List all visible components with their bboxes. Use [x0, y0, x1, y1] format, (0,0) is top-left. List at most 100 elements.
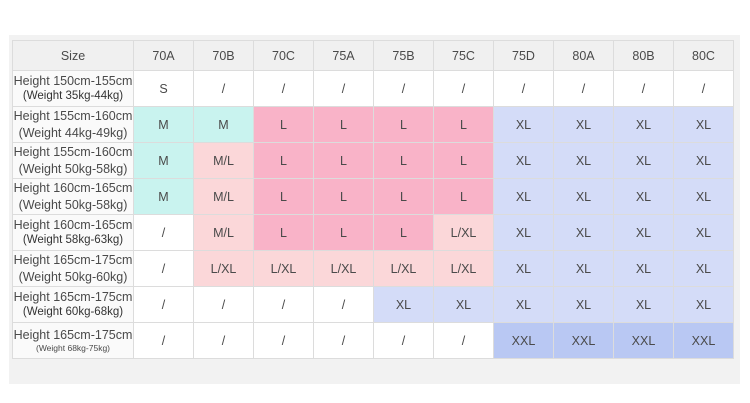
size-cell: XL — [554, 251, 614, 287]
size-cell: L — [254, 215, 314, 251]
table-row: Height 160cm-165cm (Weight 58kg-63kg) / M… — [12, 215, 734, 251]
size-cell: / — [194, 323, 254, 359]
size-cell: / — [254, 323, 314, 359]
size-cell: / — [314, 71, 374, 107]
size-cell: M — [134, 107, 194, 143]
size-cell: M/L — [194, 143, 254, 179]
size-cell: XL — [554, 215, 614, 251]
size-cell: XL — [374, 287, 434, 323]
size-cell: L — [434, 107, 494, 143]
size-cell: / — [494, 71, 554, 107]
size-cell: XL — [674, 287, 734, 323]
size-cell: L — [254, 143, 314, 179]
size-cell: XL — [554, 143, 614, 179]
size-cell: L — [254, 107, 314, 143]
size-cell: XL — [674, 179, 734, 215]
size-cell: / — [134, 323, 194, 359]
size-cell: XL — [674, 215, 734, 251]
size-cell: L — [434, 179, 494, 215]
size-cell: L — [314, 215, 374, 251]
column-header: 75A — [314, 40, 374, 71]
table-row: Height 165cm-175cm (Weight 68kg-75kg) / /… — [12, 323, 734, 359]
table-row: Height 160cm-165cm (Weight 50kg-58kg) M M… — [12, 179, 734, 215]
size-cell: / — [134, 215, 194, 251]
size-cell: L/XL — [194, 251, 254, 287]
size-cell: XL — [614, 215, 674, 251]
size-cell: L/XL — [254, 251, 314, 287]
size-cell: / — [614, 71, 674, 107]
size-cell: XL — [614, 287, 674, 323]
size-cell: / — [194, 71, 254, 107]
size-cell: XL — [674, 107, 734, 143]
size-cell: / — [314, 287, 374, 323]
size-cell: XL — [494, 251, 554, 287]
size-cell: XL — [494, 143, 554, 179]
size-cell: / — [434, 71, 494, 107]
size-cell: L — [434, 143, 494, 179]
size-cell: / — [314, 323, 374, 359]
size-cell: XXL — [554, 323, 614, 359]
size-cell: XL — [434, 287, 494, 323]
size-cell: L — [314, 107, 374, 143]
weight-range: (Weight 60kg-68kg) — [22, 306, 124, 319]
size-cell: L — [374, 179, 434, 215]
size-cell: XXL — [674, 323, 734, 359]
size-cell: M/L — [194, 179, 254, 215]
size-cell: XL — [614, 179, 674, 215]
weight-range: (Weight 50kg-58kg) — [18, 161, 128, 176]
size-cell: L — [374, 215, 434, 251]
height-range: Height 165cm-175cm — [13, 253, 133, 268]
size-cell: L — [314, 179, 374, 215]
column-header: 75B — [374, 40, 434, 71]
weight-range: (Weight 35kg-44kg) — [22, 90, 124, 103]
size-cell: XL — [554, 179, 614, 215]
weight-range: (Weight 68kg-75kg) — [35, 343, 111, 354]
size-cell: XL — [614, 143, 674, 179]
weight-range: (Weight 50kg-60kg) — [18, 269, 128, 284]
size-cell: L — [374, 107, 434, 143]
size-cell: L — [374, 143, 434, 179]
height-range: Height 150cm-155cm — [13, 73, 133, 88]
height-range: Height 155cm-160cm — [13, 109, 133, 124]
size-cell: XL — [674, 143, 734, 179]
size-cell: M — [134, 179, 194, 215]
size-cell: M/L — [194, 215, 254, 251]
size-cell: L/XL — [434, 251, 494, 287]
height-range: Height 160cm-165cm — [13, 217, 133, 232]
size-cell: XL — [494, 179, 554, 215]
size-header: Size — [12, 40, 134, 71]
column-header: 80C — [674, 40, 734, 71]
size-cell: XL — [674, 251, 734, 287]
row-label: Height 155cm-160cm (Weight 50kg-58kg) — [12, 143, 134, 179]
size-cell: / — [194, 287, 254, 323]
table-row: Height 165cm-175cm (Weight 60kg-68kg) / /… — [12, 287, 734, 323]
row-label: Height 165cm-175cm (Weight 50kg-60kg) — [12, 251, 134, 287]
size-cell: / — [374, 323, 434, 359]
size-cell: XXL — [614, 323, 674, 359]
size-cell: XL — [494, 287, 554, 323]
weight-range: (Weight 58kg-63kg) — [22, 234, 124, 247]
size-cell: M — [194, 107, 254, 143]
size-cell: M — [134, 143, 194, 179]
size-cell: / — [134, 251, 194, 287]
size-cell: / — [134, 287, 194, 323]
size-cell: / — [674, 71, 734, 107]
column-header: 80B — [614, 40, 674, 71]
table-row: Height 165cm-175cm (Weight 50kg-60kg) / L… — [12, 251, 734, 287]
column-header: 75C — [434, 40, 494, 71]
size-cell: / — [254, 287, 314, 323]
height-range: Height 165cm-175cm — [13, 289, 133, 304]
header-row: Size 70A 70B 70C 75A 75B 75C 75D 80A 80B… — [12, 40, 734, 71]
size-cell: XL — [614, 107, 674, 143]
row-label: Height 150cm-155cm (Weight 35kg-44kg) — [12, 71, 134, 107]
row-label: Height 160cm-165cm (Weight 50kg-58kg) — [12, 179, 134, 215]
column-header: 70B — [194, 40, 254, 71]
table-row: Height 155cm-160cm (Weight 50kg-58kg) M M… — [12, 143, 734, 179]
row-label: Height 165cm-175cm (Weight 68kg-75kg) — [12, 323, 134, 359]
size-cell: L/XL — [374, 251, 434, 287]
size-cell: / — [254, 71, 314, 107]
size-cell: XXL — [494, 323, 554, 359]
row-label: Height 160cm-165cm (Weight 58kg-63kg) — [12, 215, 134, 251]
size-cell: XL — [494, 215, 554, 251]
size-cell: L/XL — [434, 215, 494, 251]
